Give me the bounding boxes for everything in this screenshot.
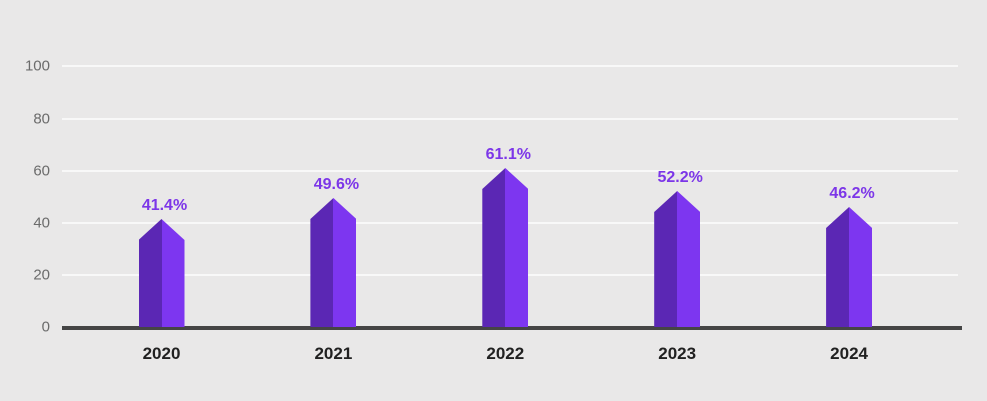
- x-axis-tick-label: 2023: [658, 344, 697, 363]
- y-axis-tick-label: 60: [33, 162, 50, 180]
- bar-value-label: 49.6%: [313, 176, 360, 193]
- bar-2020[interactable]: [138, 219, 185, 327]
- bar-value-label: 46.2%: [829, 185, 875, 202]
- y-axis-tick-label: 0: [41, 318, 50, 336]
- bar-2023[interactable]: [654, 191, 701, 327]
- gridline-100: [62, 65, 958, 68]
- bar-value-label: 61.1%: [485, 146, 531, 163]
- x-axis-tick-label: 2022: [486, 344, 525, 363]
- bar-2021[interactable]: [310, 198, 357, 327]
- y-axis-tick-label: 100: [24, 57, 50, 75]
- x-axis-tick-label: 2024: [830, 344, 869, 363]
- bar-value-label: 41.4%: [141, 197, 188, 214]
- x-axis-tick-label: 2021: [314, 344, 353, 363]
- y-axis-tick-label: 20: [33, 266, 50, 284]
- gridline-80: [62, 117, 958, 120]
- bar-2022[interactable]: [482, 168, 529, 327]
- gridline-60: [62, 169, 958, 172]
- x-axis-tick-label: 2020: [142, 344, 181, 363]
- x-axis-line: [62, 326, 962, 330]
- y-axis-tick-label: 80: [33, 110, 50, 128]
- bar-value-label: 52.2%: [657, 169, 703, 186]
- y-axis-tick-label: 40: [33, 214, 50, 232]
- bar-2024[interactable]: [826, 207, 873, 327]
